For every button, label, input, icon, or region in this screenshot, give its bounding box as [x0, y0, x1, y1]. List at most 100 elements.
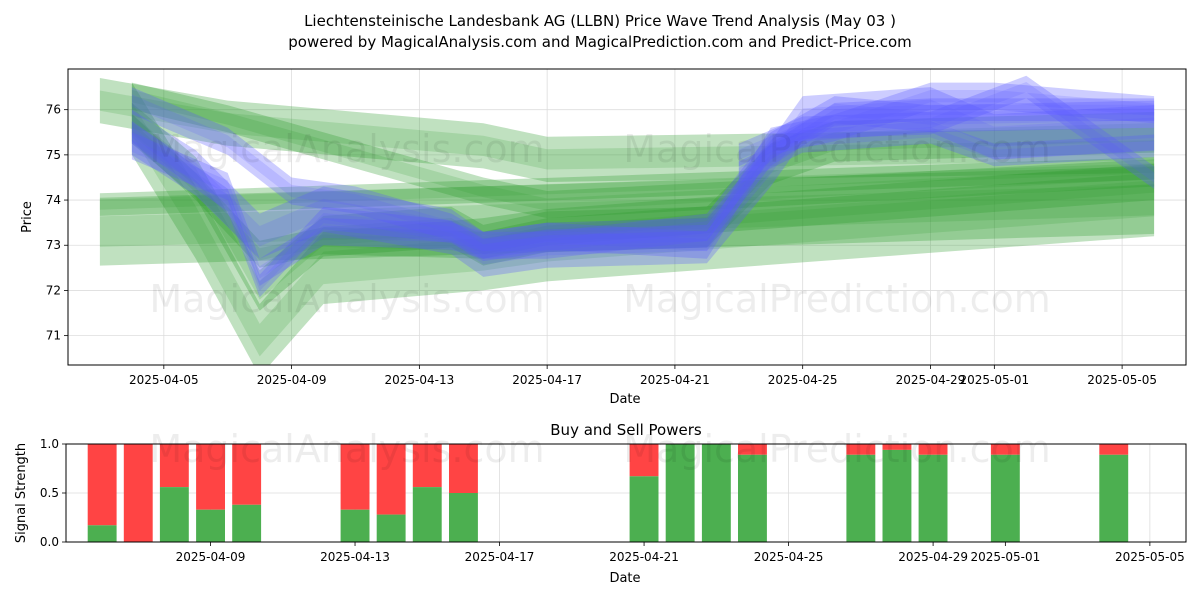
signal-x-tick-label: 2025-04-29 — [898, 550, 968, 564]
price-grid — [68, 69, 1186, 365]
signal-x-tick-label: 2025-04-21 — [609, 550, 679, 564]
buy-bar — [918, 454, 948, 542]
price-band-blue — [131, 87, 1155, 277]
price-y-tick-label: 72 — [46, 283, 61, 297]
price-band-green — [99, 78, 1155, 182]
signal-x-tick-label: 2025-04-13 — [320, 550, 390, 564]
price-y-ticks: 71 72 73 74 75 76 — [46, 103, 68, 343]
price-band-green — [99, 166, 1155, 266]
price-x-label: Date — [609, 392, 640, 407]
buy-sell-chart: Buy and Sell Powers MagicalAnalysis.com … — [14, 421, 1187, 586]
price-band-blue — [738, 121, 1155, 185]
signal-y-ticks: 0.0 0.5 1.0 — [40, 437, 66, 549]
sell-bar — [196, 444, 225, 510]
price-bands — [99, 75, 1155, 365]
price-band-core-blue — [131, 90, 1155, 252]
price-x-tick-label: 2025-05-05 — [1087, 373, 1157, 387]
buy-bar — [1099, 454, 1129, 542]
signal-x-tick-label: 2025-05-05 — [1115, 550, 1185, 564]
signal-x-tick-label: 2025-05-01 — [970, 550, 1040, 564]
sell-bar — [340, 444, 370, 510]
buy-bar — [449, 493, 478, 542]
price-y-tick-label: 71 — [46, 329, 61, 343]
watermark-prediction: MagicalPrediction.com — [623, 427, 1051, 471]
price-x-tick-label: 2025-04-21 — [640, 373, 710, 387]
price-band-core-blue — [738, 82, 1155, 183]
price-band-core-green — [131, 102, 1155, 357]
price-band-core-blue — [738, 127, 1155, 178]
chart-subtitle: powered by MagicalAnalysis.com and Magic… — [288, 33, 912, 51]
buy-bar — [87, 525, 117, 542]
watermark-analysis: MagicalAnalysis.com — [149, 127, 544, 171]
price-band-blue — [131, 98, 1155, 298]
price-wave-chart: MagicalAnalysis.com MagicalPrediction.co… — [20, 68, 1187, 407]
buy-bar — [196, 509, 225, 542]
watermark-analysis: MagicalAnalysis.com — [149, 427, 544, 471]
buy-bar — [846, 454, 876, 542]
price-x-tick-label: 2025-04-05 — [129, 373, 199, 387]
price-band-green — [99, 157, 1155, 216]
sell-bar — [990, 444, 1020, 455]
price-x-tick-label: 2025-04-09 — [257, 373, 327, 387]
price-band-core-green — [131, 90, 1155, 211]
price-y-tick-label: 74 — [46, 193, 61, 207]
price-band-green — [131, 114, 1155, 268]
price-y-tick-label: 75 — [46, 148, 61, 162]
price-band-core-blue — [131, 103, 1155, 279]
price-x-ticks: 2025-04-05 2025-04-09 2025-04-13 2025-04-17… — [129, 365, 1157, 387]
sell-bar — [376, 444, 406, 515]
watermark-prediction: MagicalPrediction.com — [623, 277, 1051, 321]
buy-bar — [990, 454, 1020, 542]
watermark-prediction: MagicalPrediction.com — [623, 127, 1051, 171]
signal-bars — [87, 444, 1129, 542]
sell-bar — [412, 444, 442, 488]
signal-x-tick-label: 2025-04-25 — [754, 550, 824, 564]
price-watermarks: MagicalAnalysis.com MagicalPrediction.co… — [149, 127, 1050, 321]
price-axes-frame — [67, 68, 1187, 366]
price-y-label: Price — [20, 201, 35, 233]
buy-sell-title: Buy and Sell Powers — [550, 421, 702, 439]
sell-bar — [629, 444, 659, 477]
signal-y-tick-label: 0.5 — [40, 486, 59, 500]
buy-bar — [376, 514, 406, 542]
signal-x-tick-label: 2025-04-09 — [176, 550, 246, 564]
price-band-core-green — [131, 114, 1155, 300]
signal-y-tick-label: 0.0 — [40, 535, 59, 549]
price-band-green — [131, 82, 1155, 365]
price-band-blue — [131, 96, 1155, 286]
buy-bar — [665, 444, 695, 542]
sell-bar — [232, 444, 262, 505]
buy-bar — [159, 487, 189, 542]
price-x-tick-label: 2025-04-17 — [512, 373, 582, 387]
price-band-green — [131, 82, 1155, 219]
signal-x-tick-label: 2025-04-17 — [465, 550, 535, 564]
signal-watermarks: MagicalAnalysis.com MagicalPrediction.co… — [149, 427, 1050, 471]
buy-bar — [629, 476, 659, 542]
sell-bar — [882, 444, 912, 450]
sell-bar — [87, 444, 117, 526]
signal-y-tick-label: 1.0 — [40, 437, 59, 451]
buy-bar — [882, 449, 912, 542]
buy-bar — [701, 444, 731, 542]
price-x-tick-label: 2025-04-29 — [896, 373, 966, 387]
price-band-green — [131, 102, 1155, 311]
buy-bar — [412, 487, 442, 542]
price-band-core-green — [99, 184, 1155, 247]
price-x-tick-label: 2025-05-01 — [959, 373, 1029, 387]
chart-title: Liechtensteinische Landesbank AG (LLBN) … — [304, 12, 896, 30]
signal-x-label: Date — [609, 571, 640, 586]
price-band-blue — [738, 75, 1155, 189]
sell-bar — [1099, 444, 1129, 455]
price-y-tick-label: 73 — [46, 238, 61, 252]
price-x-tick-label: 2025-04-25 — [768, 373, 838, 387]
sell-bar — [846, 444, 876, 455]
price-x-tick-label: 2025-04-13 — [384, 373, 454, 387]
price-band-core-green — [99, 90, 1155, 170]
signal-y-label: Signal Strength — [14, 443, 29, 543]
watermark-analysis: MagicalAnalysis.com — [149, 277, 544, 321]
sell-bar — [449, 444, 478, 493]
sell-bar — [159, 444, 189, 488]
price-y-tick-label: 76 — [46, 103, 61, 117]
sell-bar — [738, 444, 767, 455]
